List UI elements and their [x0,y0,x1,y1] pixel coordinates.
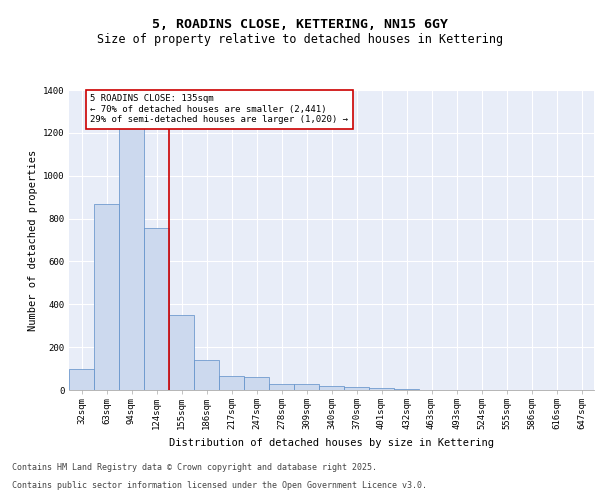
Bar [194,360,219,390]
Bar [119,110,144,390]
Text: Contains HM Land Registry data © Crown copyright and database right 2025.: Contains HM Land Registry data © Crown c… [12,464,377,472]
Text: Size of property relative to detached houses in Kettering: Size of property relative to detached ho… [97,32,503,46]
Text: 5, ROADINS CLOSE, KETTERING, NN15 6GY: 5, ROADINS CLOSE, KETTERING, NN15 6GY [152,18,448,30]
Bar [344,387,369,390]
Text: Contains public sector information licensed under the Open Government Licence v3: Contains public sector information licen… [12,481,427,490]
Text: 5 ROADINS CLOSE: 135sqm
← 70% of detached houses are smaller (2,441)
29% of semi: 5 ROADINS CLOSE: 135sqm ← 70% of detache… [90,94,348,124]
Bar [144,228,169,390]
Bar [69,368,94,390]
Bar [94,204,119,390]
Bar [269,384,294,390]
X-axis label: Distribution of detached houses by size in Kettering: Distribution of detached houses by size … [169,438,494,448]
Y-axis label: Number of detached properties: Number of detached properties [28,150,38,330]
Bar [219,376,244,390]
Bar [369,388,394,390]
Bar [319,386,344,390]
Bar [244,377,269,390]
Bar [294,384,319,390]
Bar [169,315,194,390]
